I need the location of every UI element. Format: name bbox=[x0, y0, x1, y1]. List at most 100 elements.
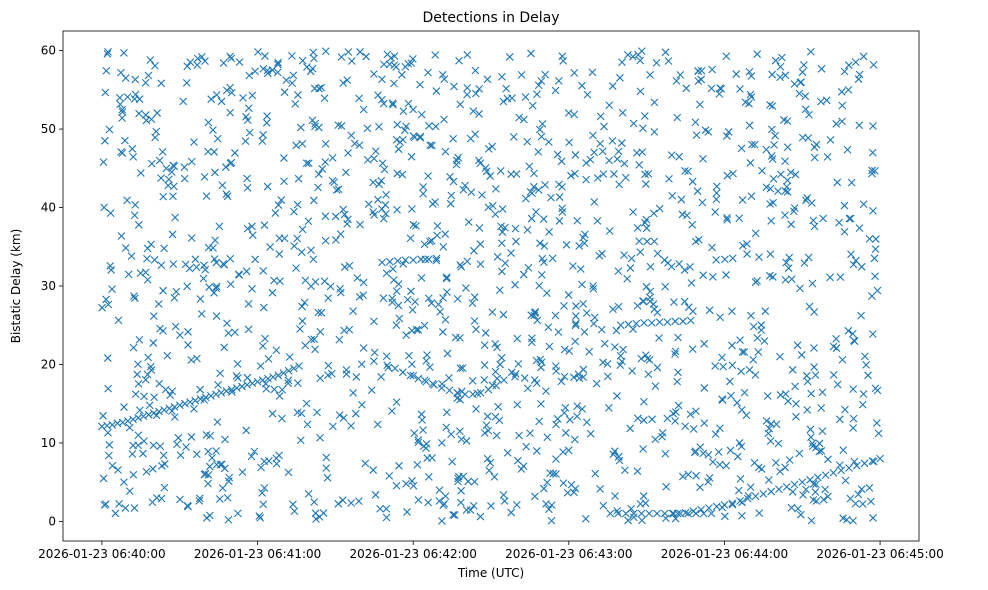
data-point bbox=[462, 437, 471, 445]
data-point bbox=[534, 147, 543, 156]
data-point bbox=[529, 182, 538, 191]
data-point bbox=[212, 90, 221, 99]
data-point bbox=[801, 92, 810, 101]
data-point bbox=[291, 99, 300, 108]
data-point bbox=[726, 446, 735, 455]
data-point bbox=[522, 442, 531, 451]
data-point bbox=[653, 249, 662, 258]
data-point bbox=[650, 127, 659, 136]
data-point bbox=[868, 148, 877, 157]
data-point bbox=[764, 476, 773, 484]
data-point bbox=[475, 84, 484, 93]
data-point bbox=[564, 446, 573, 455]
data-point bbox=[212, 312, 221, 321]
data-point bbox=[862, 361, 871, 369]
data-point bbox=[196, 295, 205, 303]
data-point bbox=[545, 342, 554, 351]
data-point bbox=[160, 483, 169, 492]
data-point bbox=[564, 109, 573, 117]
data-point bbox=[733, 452, 742, 461]
data-point bbox=[277, 196, 286, 204]
data-point bbox=[567, 171, 575, 180]
data-point bbox=[440, 75, 449, 83]
data-point bbox=[660, 256, 669, 264]
data-point bbox=[470, 477, 479, 486]
y-tick-label: 50 bbox=[41, 122, 56, 136]
data-point bbox=[684, 303, 693, 312]
data-point bbox=[454, 153, 463, 162]
data-point bbox=[431, 198, 439, 206]
data-point bbox=[238, 382, 246, 391]
data-point bbox=[147, 240, 156, 249]
data-point bbox=[570, 110, 579, 119]
data-point bbox=[121, 504, 130, 512]
data-point bbox=[420, 376, 429, 385]
data-point bbox=[728, 500, 737, 509]
data-point bbox=[289, 500, 297, 509]
data-point bbox=[792, 399, 800, 408]
data-point bbox=[643, 237, 651, 246]
data-point bbox=[226, 108, 235, 117]
data-point bbox=[223, 493, 232, 502]
data-point bbox=[565, 347, 574, 355]
data-point bbox=[833, 178, 842, 187]
data-point bbox=[835, 415, 844, 424]
data-point bbox=[583, 90, 592, 99]
data-point bbox=[638, 516, 646, 525]
data-point bbox=[785, 456, 794, 464]
data-point bbox=[244, 325, 253, 334]
data-point bbox=[576, 265, 585, 273]
data-point bbox=[298, 139, 307, 148]
data-point bbox=[440, 115, 448, 124]
data-point bbox=[310, 54, 318, 63]
data-point bbox=[808, 439, 817, 448]
data-point bbox=[686, 410, 695, 419]
data-point bbox=[264, 354, 273, 363]
data-point bbox=[701, 126, 710, 135]
data-point bbox=[168, 387, 177, 396]
data-point bbox=[130, 294, 139, 303]
data-point bbox=[777, 53, 786, 62]
data-point bbox=[559, 56, 568, 65]
data-point bbox=[694, 67, 703, 76]
data-point bbox=[442, 423, 451, 432]
data-point bbox=[614, 452, 623, 461]
data-point bbox=[183, 62, 192, 71]
data-point bbox=[633, 414, 642, 423]
data-point bbox=[347, 57, 356, 65]
data-point bbox=[270, 385, 279, 394]
data-point bbox=[618, 357, 626, 366]
data-point bbox=[673, 113, 682, 122]
data-point bbox=[268, 288, 277, 297]
data-point bbox=[651, 382, 660, 391]
data-point bbox=[492, 381, 501, 390]
data-point bbox=[600, 122, 608, 131]
data-point bbox=[151, 133, 159, 142]
data-point bbox=[718, 503, 727, 512]
data-point bbox=[523, 384, 532, 393]
data-point bbox=[695, 100, 704, 109]
data-point bbox=[738, 511, 746, 520]
data-point bbox=[766, 437, 775, 445]
data-point bbox=[563, 488, 572, 497]
data-point bbox=[108, 420, 117, 429]
data-point bbox=[551, 362, 560, 371]
data-point bbox=[339, 205, 348, 214]
data-point bbox=[449, 511, 457, 519]
data-point bbox=[547, 193, 555, 202]
data-point bbox=[629, 513, 638, 522]
data-point bbox=[213, 134, 222, 143]
data-point bbox=[302, 159, 311, 168]
data-point bbox=[370, 317, 378, 326]
data-point bbox=[537, 270, 546, 279]
data-point bbox=[491, 412, 500, 421]
data-point bbox=[169, 260, 178, 268]
data-point bbox=[609, 305, 617, 314]
data-point bbox=[537, 132, 546, 141]
data-point bbox=[637, 509, 646, 518]
data-point bbox=[118, 114, 126, 122]
data-point bbox=[155, 407, 163, 416]
data-point bbox=[769, 198, 778, 207]
data-point bbox=[840, 201, 849, 210]
data-point bbox=[163, 351, 172, 360]
